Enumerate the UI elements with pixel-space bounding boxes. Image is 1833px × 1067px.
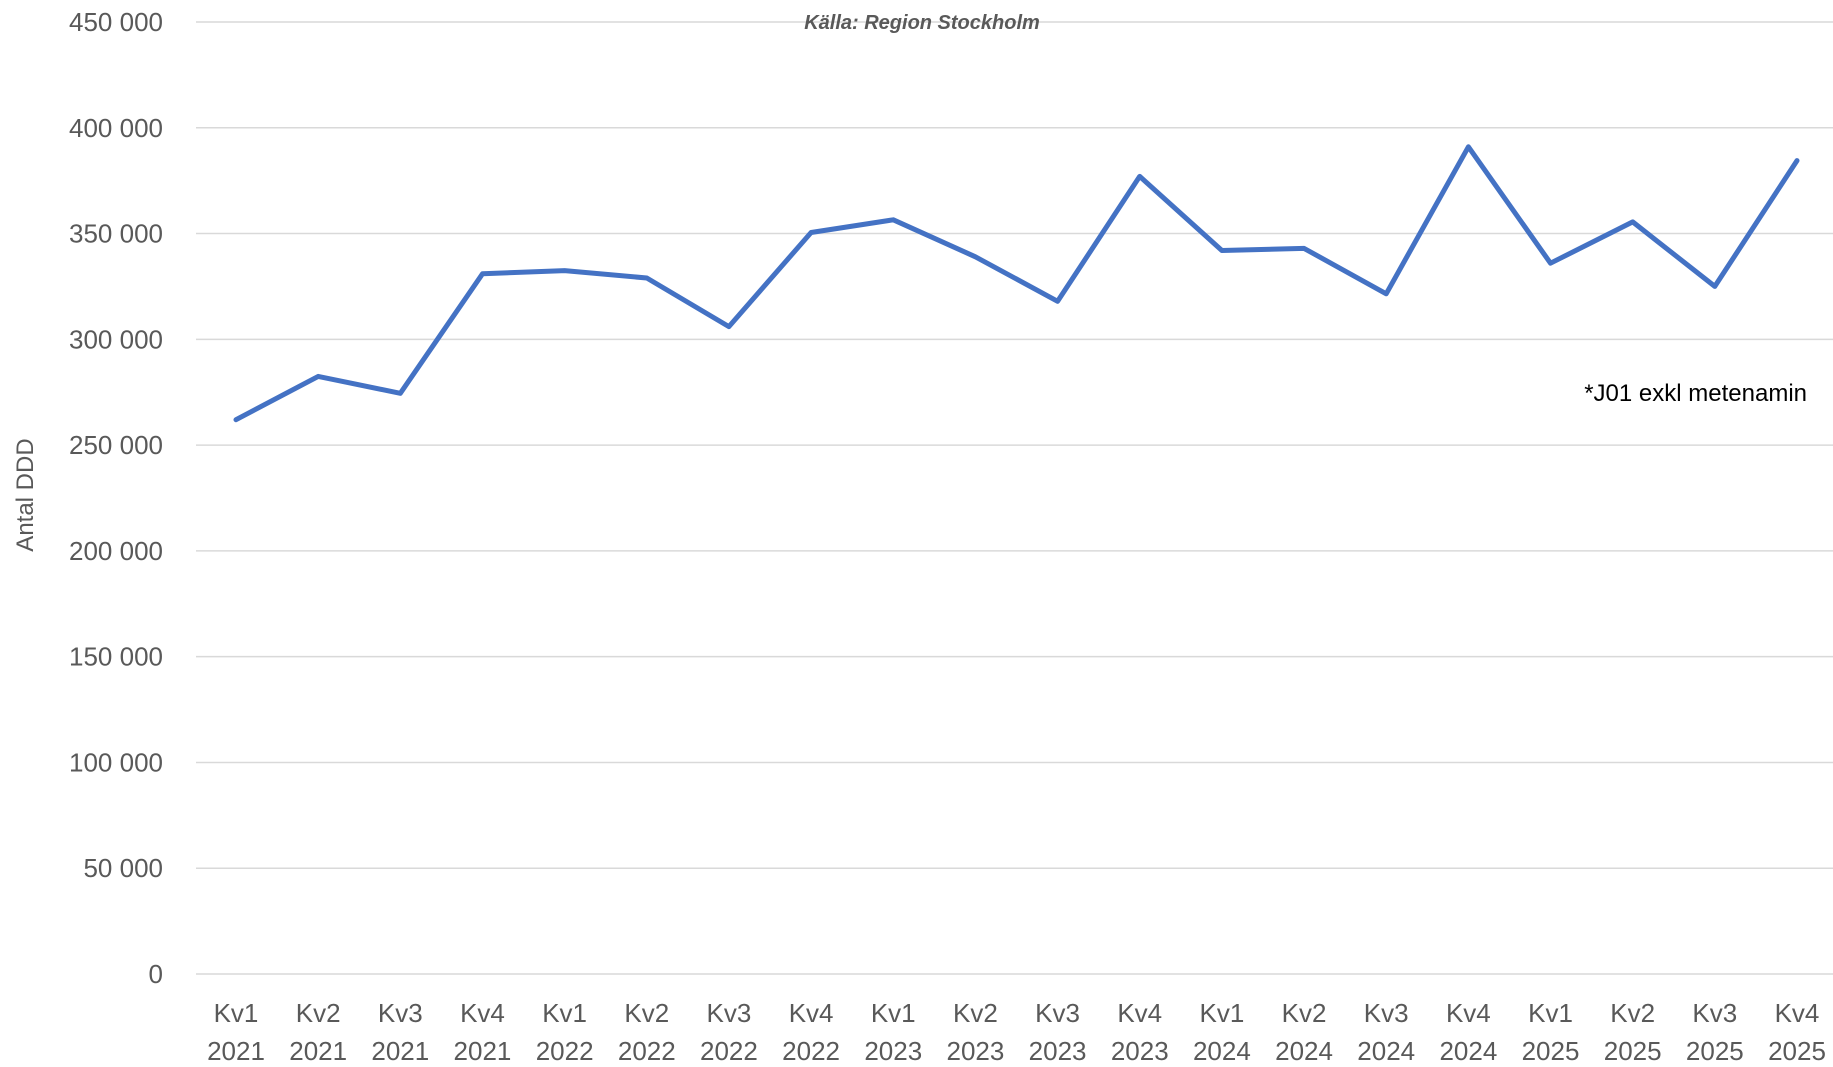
source-note: Källa: Region Stockholm xyxy=(804,12,1040,34)
y-tick-label: 200 000 xyxy=(69,536,163,566)
y-tick-label: 0 xyxy=(149,959,163,989)
x-tick-label: Kv1 2025 xyxy=(1522,998,1580,1066)
y-tick-label: 450 000 xyxy=(69,7,163,37)
x-tick-label: Kv1 2024 xyxy=(1193,998,1251,1066)
series-line xyxy=(233,144,1800,423)
x-tick-label: Kv4 2021 xyxy=(454,998,512,1066)
series-layer xyxy=(233,144,1800,423)
y-tick-label: 150 000 xyxy=(69,642,163,672)
x-tick-labels: Kv1 2021 Kv2 2021 Kv3 2021 Kv4 2021 Kv1 2022 Kv2 20… xyxy=(207,998,1826,1066)
x-tick-label: Kv3 2021 xyxy=(371,998,429,1066)
x-tick-label: Kv1 2021 xyxy=(207,998,265,1066)
x-tick-label: Kv2 2023 xyxy=(946,998,1004,1066)
y-tick-label: 350 000 xyxy=(69,219,163,249)
x-tick-label: Kv2 2024 xyxy=(1275,998,1333,1066)
y-axis-title: Antal DDD xyxy=(12,438,39,551)
x-tick-label: Kv3 2024 xyxy=(1357,998,1415,1066)
y-tick-label: 250 000 xyxy=(69,430,163,460)
y-tick-label: 400 000 xyxy=(69,113,163,143)
x-tick-label: Kv2 2021 xyxy=(289,998,347,1066)
x-tick-label: Kv4 2022 xyxy=(782,998,840,1066)
x-tick-label: Kv3 2022 xyxy=(700,998,758,1066)
y-tick-label: 50 000 xyxy=(83,853,163,883)
x-tick-label: Kv1 2023 xyxy=(864,998,922,1066)
x-tick-label: Kv4 2023 xyxy=(1111,998,1169,1066)
x-tick-label: Kv3 2025 xyxy=(1686,998,1744,1066)
y-tick-label: 100 000 xyxy=(69,747,163,777)
chart-annotation: *J01 exkl metenamin xyxy=(1584,380,1807,407)
x-tick-label: Kv3 2023 xyxy=(1029,998,1087,1066)
x-tick-label: Kv2 2025 xyxy=(1604,998,1662,1066)
x-tick-label: Kv4 2025 xyxy=(1768,998,1826,1066)
y-tick-label: 300 000 xyxy=(69,324,163,354)
x-tick-label: Kv2 2022 xyxy=(618,998,676,1066)
x-tick-label: Kv1 2022 xyxy=(536,998,594,1066)
y-tick-labels: 0 50 000 100 000 150 000 200 000 250 000 300 0… xyxy=(69,7,163,989)
gridlines xyxy=(196,21,1833,975)
x-tick-label: Kv4 2024 xyxy=(1439,998,1497,1066)
